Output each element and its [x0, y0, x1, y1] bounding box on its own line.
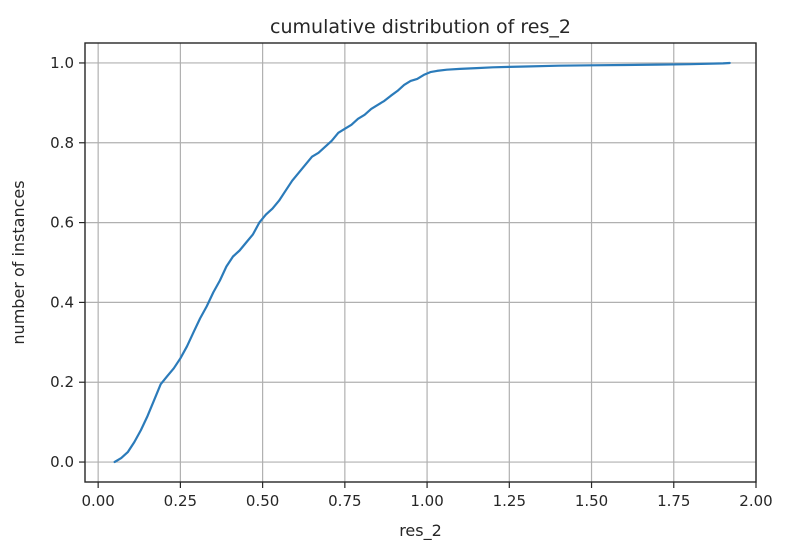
series-layer [113, 61, 731, 464]
y-tick-label: 0.0 [50, 453, 74, 471]
x-axis-label: res_2 [399, 521, 442, 541]
chart-title: cumulative distribution of res_2 [270, 16, 571, 38]
x-tick-label: 1.50 [575, 492, 608, 510]
grid [85, 43, 757, 482]
y-tick-label: 0.6 [50, 214, 74, 232]
cdf-series-line [113, 61, 731, 464]
x-tick-label: 2.00 [739, 492, 772, 510]
y-axis-label: number of instances [9, 180, 28, 344]
y-tick-label: 0.2 [50, 373, 74, 391]
x-tick-label: 0.50 [246, 492, 279, 510]
y-tick-label: 1.0 [50, 54, 74, 72]
plot-frame [84, 42, 757, 483]
x-tick-label: 1.75 [657, 492, 690, 510]
y-tick-label: 0.8 [50, 134, 74, 152]
x-tick-label: 0.25 [164, 492, 197, 510]
x-tick-label: 0.00 [81, 492, 114, 510]
x-tick-label: 0.75 [328, 492, 361, 510]
x-tick-label: 1.25 [493, 492, 526, 510]
x-tick-label: 1.00 [410, 492, 443, 510]
ticks: 0.00 0.25 0.50 0.75 1.00 1.25 1.50 1.75 2.00 0.0 0… [50, 54, 773, 510]
y-tick-label: 0.4 [50, 293, 74, 311]
